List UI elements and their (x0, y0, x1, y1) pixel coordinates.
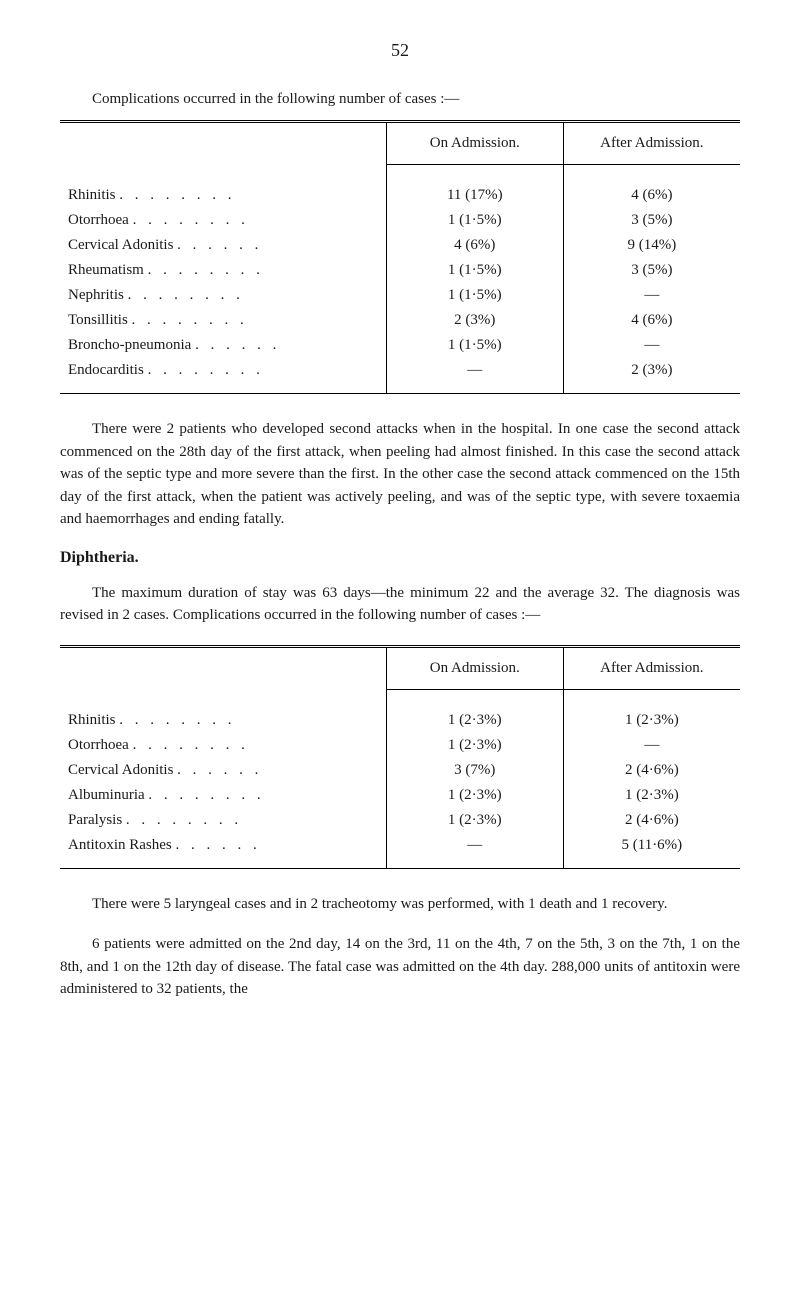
header-after-admission: After Admission. (563, 122, 740, 165)
table-row: Rhinitis . . . . . . . .11 (17%)4 (6%) (60, 183, 740, 208)
on-admission-cell: 1 (1·5%) (386, 333, 563, 358)
after-admission-cell: — (563, 283, 740, 308)
condition-cell: Cervical Adonitis . . . . . . (60, 758, 386, 783)
table-row: Antitoxin Rashes . . . . . .—5 (11·6%) (60, 833, 740, 869)
after-admission-cell: 2 (4·6%) (563, 758, 740, 783)
condition-cell: Otorrhoea . . . . . . . . (60, 208, 386, 233)
table-row: Rhinitis . . . . . . . .1 (2·3%)1 (2·3%) (60, 708, 740, 733)
on-admission-cell: 1 (2·3%) (386, 808, 563, 833)
condition-cell: Cervical Adonitis . . . . . . (60, 233, 386, 258)
paragraph-3: There were 5 laryngeal cases and in 2 tr… (60, 893, 740, 916)
on-admission-cell: 1 (2·3%) (386, 708, 563, 733)
condition-cell: Rheumatism . . . . . . . . (60, 258, 386, 283)
condition-cell: Albuminuria . . . . . . . . (60, 783, 386, 808)
condition-cell: Endocarditis . . . . . . . . (60, 358, 386, 394)
table-row: Broncho-pneumonia . . . . . .1 (1·5%)— (60, 333, 740, 358)
table-row: Paralysis . . . . . . . .1 (2·3%)2 (4·6%… (60, 808, 740, 833)
after-admission-cell: 9 (14%) (563, 233, 740, 258)
on-admission-cell: 1 (2·3%) (386, 733, 563, 758)
after-admission-cell: 2 (3%) (563, 358, 740, 394)
condition-cell: Rhinitis . . . . . . . . (60, 183, 386, 208)
condition-cell: Nephritis . . . . . . . . (60, 283, 386, 308)
table-row: Albuminuria . . . . . . . .1 (2·3%)1 (2·… (60, 783, 740, 808)
header-on-admission: On Admission. (386, 122, 563, 165)
condition-cell: Tonsillitis . . . . . . . . (60, 308, 386, 333)
table-row: Cervical Adonitis . . . . . .3 (7%)2 (4·… (60, 758, 740, 783)
table-row: Cervical Adonitis . . . . . .4 (6%)9 (14… (60, 233, 740, 258)
complications-table-2: On Admission. After Admission. Rhinitis … (60, 645, 740, 869)
on-admission-cell: 3 (7%) (386, 758, 563, 783)
after-admission-cell: 3 (5%) (563, 208, 740, 233)
table-row: Nephritis . . . . . . . .1 (1·5%)— (60, 283, 740, 308)
after-admission-cell: 4 (6%) (563, 308, 740, 333)
table-header-row: On Admission. After Admission. (60, 122, 740, 165)
paragraph-1: There were 2 patients who developed seco… (60, 418, 740, 531)
condition-cell: Antitoxin Rashes . . . . . . (60, 833, 386, 869)
after-admission-cell: 1 (2·3%) (563, 783, 740, 808)
after-admission-cell: 3 (5%) (563, 258, 740, 283)
on-admission-cell: 11 (17%) (386, 183, 563, 208)
header-on-admission: On Admission. (386, 646, 563, 689)
table-header-row: On Admission. After Admission. (60, 646, 740, 689)
diphtheria-heading: Diphtheria. (60, 549, 740, 567)
after-admission-cell: — (563, 333, 740, 358)
on-admission-cell: 1 (1·5%) (386, 208, 563, 233)
paragraph-4: 6 patients were admitted on the 2nd day,… (60, 933, 740, 1001)
condition-cell: Otorrhoea . . . . . . . . (60, 733, 386, 758)
paragraph-2: The maximum duration of stay was 63 days… (60, 582, 740, 627)
on-admission-cell: — (386, 833, 563, 869)
on-admission-cell: — (386, 358, 563, 394)
table-row: Rheumatism . . . . . . . .1 (1·5%)3 (5%) (60, 258, 740, 283)
header-empty (60, 646, 386, 689)
table-row: Tonsillitis . . . . . . . .2 (3%)4 (6%) (60, 308, 740, 333)
after-admission-cell: 1 (2·3%) (563, 708, 740, 733)
on-admission-cell: 1 (1·5%) (386, 283, 563, 308)
after-admission-cell: 2 (4·6%) (563, 808, 740, 833)
on-admission-cell: 4 (6%) (386, 233, 563, 258)
table-row: Endocarditis . . . . . . . .—2 (3%) (60, 358, 740, 394)
table-row: Otorrhoea . . . . . . . .1 (1·5%)3 (5%) (60, 208, 740, 233)
table2-body: Rhinitis . . . . . . . .1 (2·3%)1 (2·3%)… (60, 708, 740, 869)
after-admission-cell: — (563, 733, 740, 758)
header-after-admission: After Admission. (563, 646, 740, 689)
complications-table-1: On Admission. After Admission. Rhinitis … (60, 120, 740, 394)
header-empty (60, 122, 386, 165)
table-row: Otorrhoea . . . . . . . .1 (2·3%)— (60, 733, 740, 758)
intro-text-1: Complications occurred in the following … (60, 91, 740, 108)
condition-cell: Paralysis . . . . . . . . (60, 808, 386, 833)
condition-cell: Broncho-pneumonia . . . . . . (60, 333, 386, 358)
on-admission-cell: 1 (2·3%) (386, 783, 563, 808)
after-admission-cell: 5 (11·6%) (563, 833, 740, 869)
page-number: 52 (60, 40, 740, 61)
table1-body: Rhinitis . . . . . . . .11 (17%)4 (6%)Ot… (60, 183, 740, 394)
on-admission-cell: 2 (3%) (386, 308, 563, 333)
after-admission-cell: 4 (6%) (563, 183, 740, 208)
condition-cell: Rhinitis . . . . . . . . (60, 708, 386, 733)
on-admission-cell: 1 (1·5%) (386, 258, 563, 283)
